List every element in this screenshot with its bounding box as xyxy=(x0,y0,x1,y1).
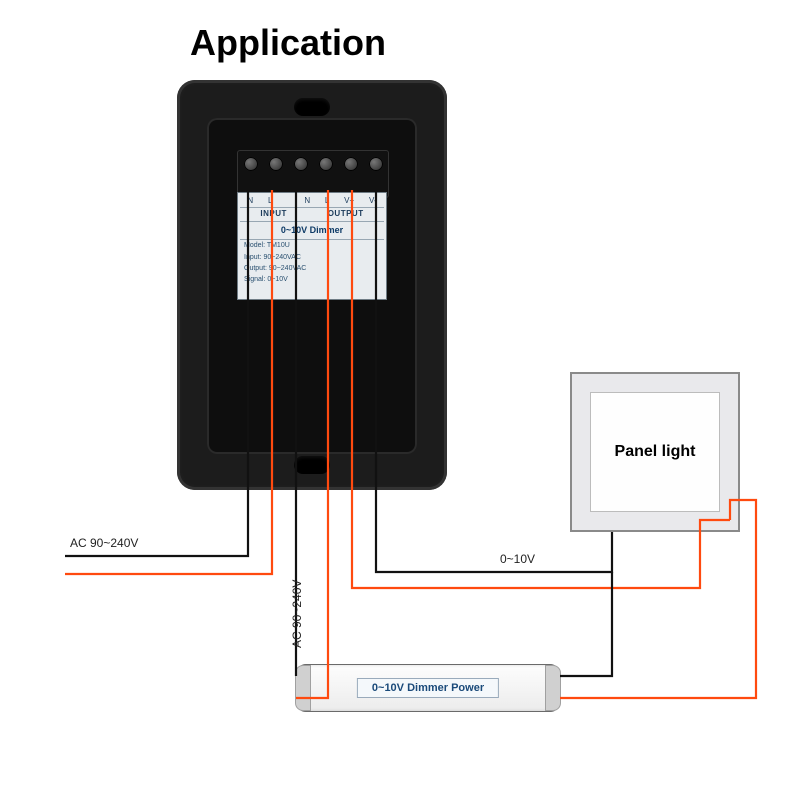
dimmer-spec: Output: 90~240VAC xyxy=(240,263,384,274)
term-label: L xyxy=(325,196,329,206)
dimmer-spec: Input: 90~240VAC xyxy=(240,252,384,263)
terminal-screw xyxy=(319,157,333,171)
power-box-label: 0~10V Dimmer Power xyxy=(357,678,499,698)
dimmer-model-title: 0~10V Dimmer xyxy=(240,222,384,241)
mount-slot-bottom xyxy=(294,456,330,474)
label-ac-mid: AC 90~240V xyxy=(290,580,304,648)
group-label-output: OUTPUT xyxy=(328,209,364,219)
power-cap-right xyxy=(545,665,561,711)
dimmer-power-box: 0~10V Dimmer Power xyxy=(296,664,560,712)
label-signal: 0~10V xyxy=(500,552,535,566)
term-label: N xyxy=(304,196,310,206)
mount-slot-top xyxy=(294,98,330,116)
panel-light-label: Panel light xyxy=(615,443,696,461)
label-ac-input: AC 90~240V xyxy=(70,536,138,550)
diagram-title: Application xyxy=(190,22,386,64)
terminal-screw xyxy=(244,157,258,171)
wire-power-to-panel-neutral xyxy=(560,598,612,676)
term-label: V- xyxy=(369,196,377,206)
terminal-screw xyxy=(369,157,383,171)
terminal-screw xyxy=(294,157,308,171)
power-cap-left xyxy=(295,665,311,711)
terminal-screw xyxy=(344,157,358,171)
term-label: N xyxy=(247,196,253,206)
dimmer-label-plate: N L N L V+ V- INPUT OUTPUT 0~10V Dimmer … xyxy=(237,192,387,300)
term-label xyxy=(287,196,289,206)
terminal-screw xyxy=(269,157,283,171)
term-label: L xyxy=(268,196,272,206)
dimmer-spec: Model: TM10U xyxy=(240,240,384,251)
panel-light: Panel light xyxy=(570,372,740,532)
dimmer-spec: Signal: 0~10V xyxy=(240,274,384,285)
group-label-input: INPUT xyxy=(260,209,287,219)
term-label: V+ xyxy=(344,196,354,206)
diagram-stage: Application N L N L V+ V- INPUT OUTPUT 0… xyxy=(0,0,800,800)
terminal-block xyxy=(237,150,389,198)
